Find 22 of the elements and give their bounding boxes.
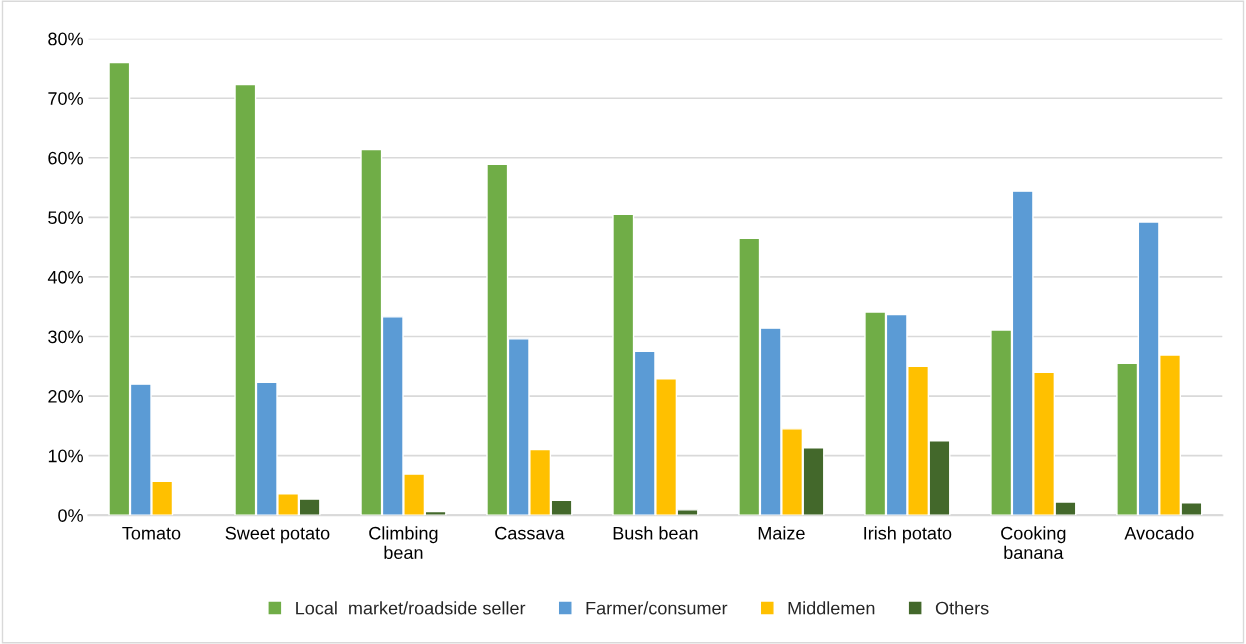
x-tick-label: Sweet potato	[225, 526, 330, 544]
x-tick-label: Avocado	[1124, 526, 1194, 540]
y-tick-label: 80%	[48, 32, 83, 46]
legend-label: Others	[935, 601, 989, 615]
x-tick-label: Cassava	[495, 526, 565, 540]
y-tick-label: 70%	[48, 92, 83, 105]
y-tick-label: 0%	[58, 509, 83, 522]
legend-label: Middlemen	[788, 601, 875, 615]
x-tick-label: Climbing bean	[369, 526, 438, 560]
y-tick-label: 60%	[48, 151, 83, 165]
y-tick-label: 40%	[47, 270, 83, 284]
x-tick-label: Cooking banana	[1001, 526, 1066, 560]
x-tick-label: Tomato	[122, 526, 181, 540]
legend-label: Farmer/consumer	[586, 601, 728, 615]
x-tick-label: Maize	[758, 526, 805, 540]
y-tick-label: 10%	[48, 449, 83, 463]
y-tick-label: 30%	[48, 330, 83, 344]
y-tick-label: 20%	[48, 389, 83, 403]
x-tick-label: Irish potato	[864, 526, 952, 544]
y-tick-label: 50%	[48, 211, 83, 225]
legend-label: Local market/roadside seller	[296, 601, 526, 615]
x-tick-label: Bush bean	[613, 526, 698, 540]
